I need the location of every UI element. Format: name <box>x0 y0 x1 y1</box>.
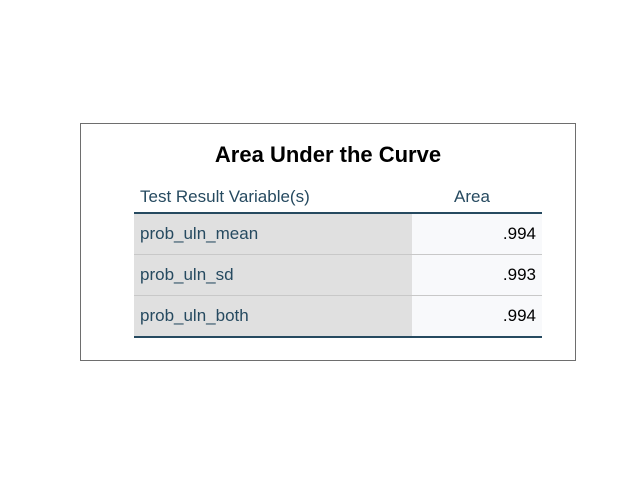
table-title: Area Under the Curve <box>214 142 442 167</box>
variable-cell: prob_uln_both <box>134 296 412 336</box>
area-value-cell: .994 <box>412 214 542 254</box>
table-row: prob_uln_both .994 <box>134 296 542 338</box>
variable-cell: prob_uln_mean <box>134 214 412 254</box>
output-table-frame: Area Under the Curve Test Result Variabl… <box>80 123 576 361</box>
table-header-row: Test Result Variable(s) Area <box>134 184 542 214</box>
variable-cell: prob_uln_sd <box>134 255 412 295</box>
table-row: prob_uln_sd .993 <box>134 255 542 296</box>
column-header-variable: Test Result Variable(s) <box>140 187 310 206</box>
area-value-cell: .994 <box>412 296 542 336</box>
table-row: prob_uln_mean .994 <box>134 214 542 255</box>
auc-table: Test Result Variable(s) Area prob_uln_me… <box>134 184 542 338</box>
area-value-cell: .993 <box>412 255 542 295</box>
column-header-area: Area <box>454 187 490 206</box>
